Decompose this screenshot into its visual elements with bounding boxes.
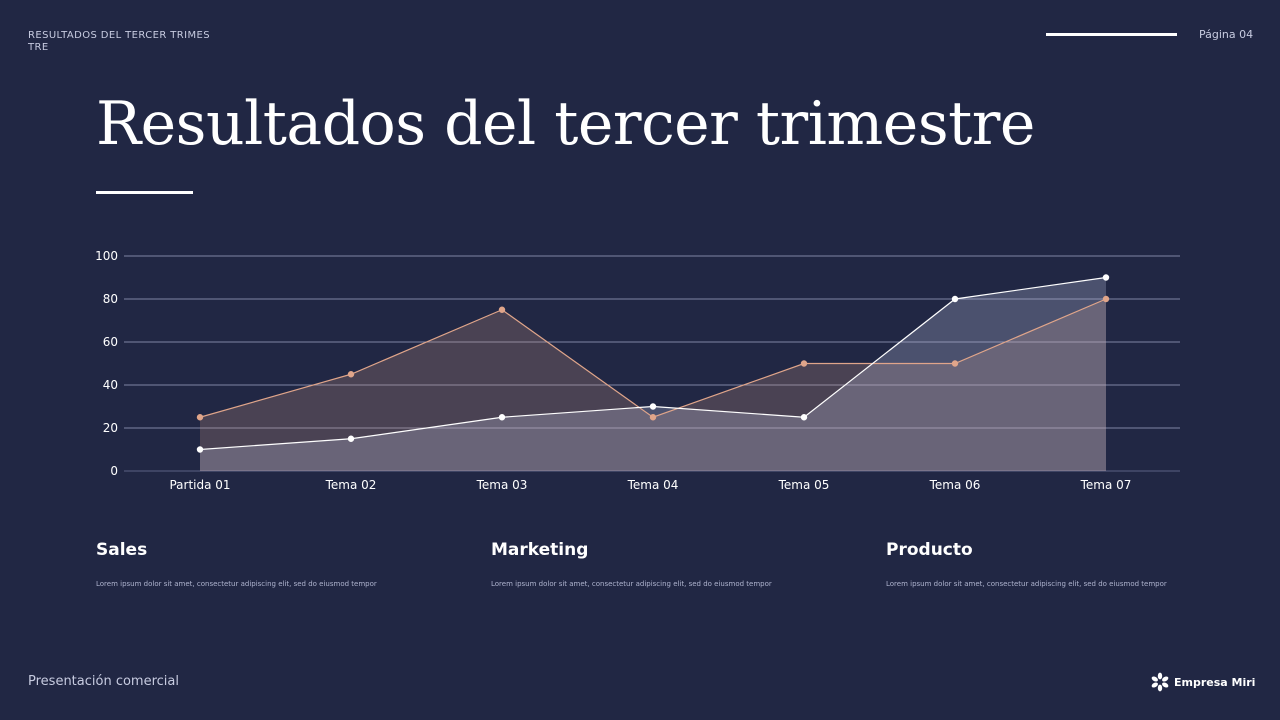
brand-logo: Empresa Miri (1150, 672, 1255, 692)
data-point (649, 414, 657, 421)
x-tick-label: Tema 04 (627, 478, 679, 492)
data-point (196, 446, 204, 453)
data-point (951, 360, 959, 367)
y-tick-label: 100 (95, 249, 118, 263)
footer-label: Presentación comercial (28, 674, 179, 689)
asterisk-flower-icon (1151, 672, 1169, 692)
data-point (800, 360, 808, 367)
x-tick-label: Tema 02 (325, 478, 377, 492)
x-tick-label: Tema 03 (476, 478, 528, 492)
y-tick-label: 40 (103, 378, 118, 392)
data-point (800, 414, 808, 421)
area-chart: 0 20 40 60 80 100 Partida 01 Tema 02 Tema 03 Tema… (95, 249, 1180, 492)
data-point (1102, 274, 1110, 281)
data-point (498, 414, 506, 421)
data-point (347, 435, 355, 442)
data-point (1102, 295, 1110, 303)
title-underline (96, 191, 193, 194)
y-tick-label: 60 (103, 335, 118, 349)
data-point (649, 403, 657, 410)
x-tick-label: Tema 07 (1080, 478, 1132, 492)
data-point (347, 371, 355, 378)
data-point (951, 295, 959, 303)
column-producto: Producto Lorem ipsum dolor sit amet, con… (886, 540, 1186, 588)
y-tick-label: 80 (103, 292, 118, 306)
y-tick-label: 20 (103, 421, 118, 435)
x-tick-label: Tema 06 (929, 478, 981, 492)
y-tick-label: 0 (110, 464, 118, 478)
column-heading: Producto (886, 540, 973, 560)
slide-title: Resultados del tercer trimestre (96, 89, 1035, 159)
x-tick-label: Tema 05 (778, 478, 830, 492)
data-point (196, 414, 204, 421)
column-body: Lorem ipsum dolor sit amet, consectetur … (886, 580, 1167, 588)
column-marketing: Marketing Lorem ipsum dolor sit amet, co… (491, 540, 791, 588)
column-body: Lorem ipsum dolor sit amet, consectetur … (96, 580, 377, 588)
series-area (200, 277, 1106, 471)
column-body: Lorem ipsum dolor sit amet, consectetur … (491, 580, 772, 588)
brand-name: Empresa Miri (1174, 675, 1256, 689)
section-label: RESULTADOS DEL TERCER TRIMESTRE (28, 30, 210, 53)
column-heading: Sales (96, 540, 148, 560)
column-sales: Sales Lorem ipsum dolor sit amet, consec… (96, 540, 396, 588)
column-heading: Marketing (491, 540, 589, 560)
x-tick-label: Partida 01 (169, 478, 230, 492)
page-number: Página 04 (1199, 28, 1254, 41)
data-point (498, 306, 506, 313)
header-divider (1046, 33, 1177, 36)
